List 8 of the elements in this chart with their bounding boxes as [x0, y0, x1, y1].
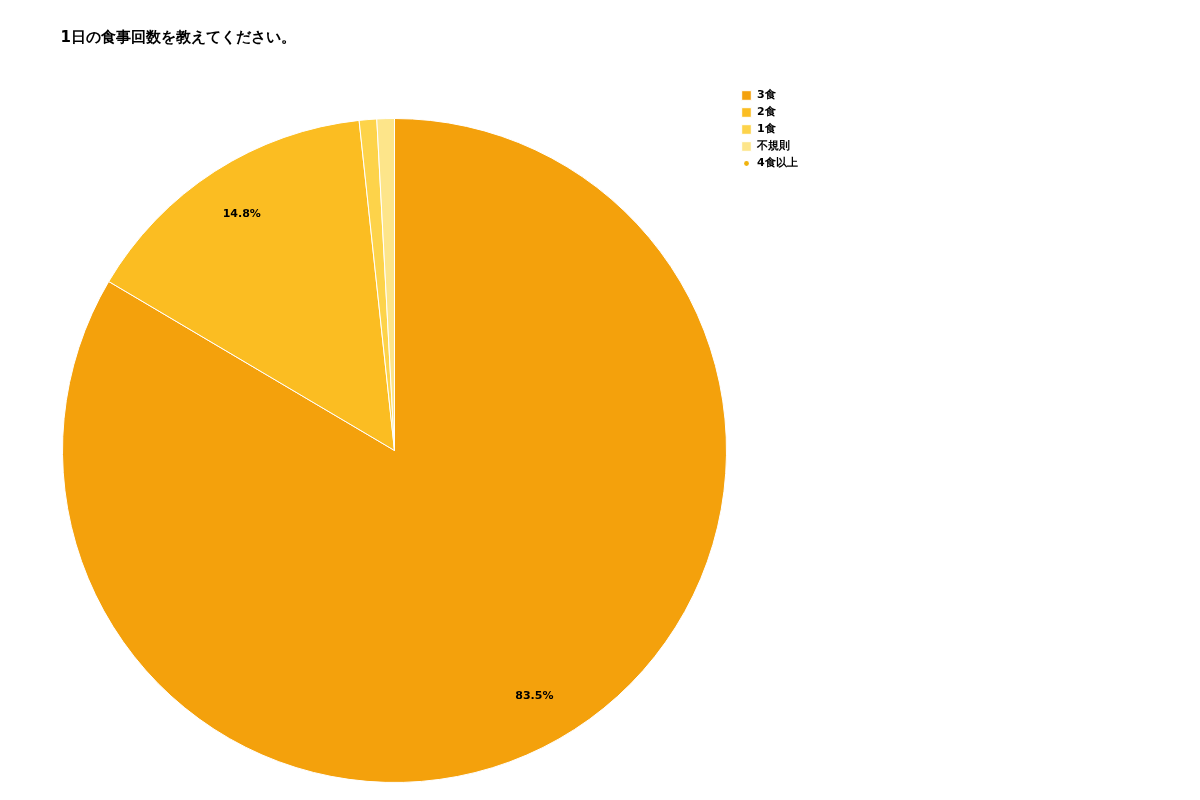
legend-label: 不規則: [757, 138, 790, 153]
data-label: 83.5%: [515, 689, 554, 703]
chart-title: 1日の食事回数を教えてください。: [60, 27, 296, 46]
legend-label: 2食: [757, 104, 777, 119]
data-label: 14.8%: [222, 206, 261, 220]
category-label: 4食以上: [757, 156, 798, 169]
legend-label: 1食: [757, 121, 777, 136]
legend-label: 3食: [757, 87, 777, 102]
